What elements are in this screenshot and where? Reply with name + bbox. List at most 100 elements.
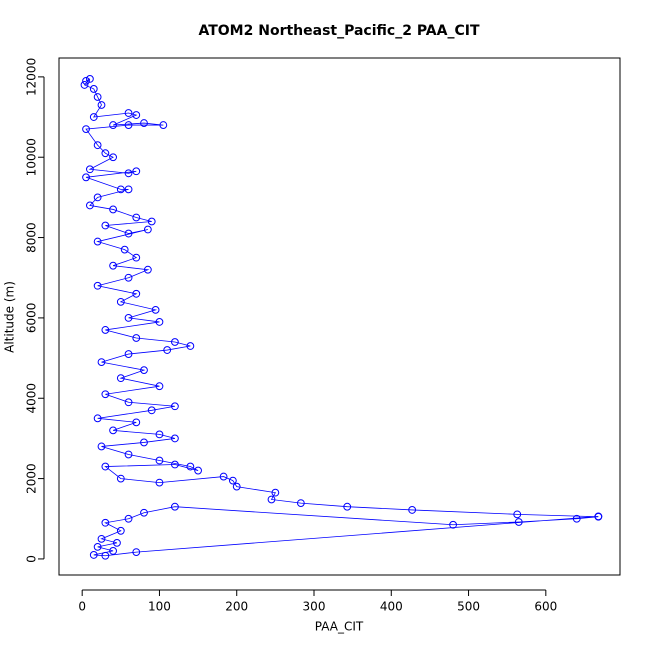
data-point: [124, 273, 133, 282]
data-point: [116, 474, 125, 483]
x-tick-label: 100: [148, 600, 171, 614]
data-point: [267, 495, 276, 504]
data-point: [109, 261, 117, 270]
data-point: [124, 121, 133, 129]
data-point: [109, 546, 117, 555]
y-tick-label: 0: [25, 555, 39, 563]
data-point: [343, 502, 352, 511]
data-point: [232, 482, 241, 491]
data-point: [155, 382, 164, 391]
data-point: [116, 297, 125, 306]
data-point: [97, 534, 106, 543]
data-point: [101, 326, 110, 334]
data-point: [109, 121, 117, 129]
y-tick-label: 4000: [25, 383, 39, 414]
data-point: [140, 508, 148, 517]
data-line: [83, 78, 599, 557]
data-point: [140, 366, 148, 375]
data-point: [116, 374, 125, 383]
data-point: [151, 305, 160, 314]
data-point: [171, 502, 179, 511]
data-point: [80, 81, 89, 89]
data-point: [101, 390, 110, 399]
data-point: [97, 358, 106, 366]
data-point: [594, 512, 603, 521]
data-point: [124, 185, 133, 194]
data-point: [101, 551, 110, 560]
data-point: [143, 225, 152, 234]
x-tick-label: 0: [78, 600, 86, 614]
data-point: [93, 93, 102, 101]
data-point: [93, 542, 102, 551]
x-tick-label: 300: [303, 600, 326, 614]
data-point: [116, 526, 125, 535]
data-point: [147, 217, 156, 226]
x-tick-label: 200: [225, 600, 248, 614]
data-point: [143, 265, 152, 274]
y-tick-label: 8000: [25, 222, 39, 253]
data-point: [163, 346, 172, 354]
data-point: [86, 201, 94, 210]
data-point: [155, 478, 164, 487]
data-point: [93, 237, 102, 246]
data-point: [171, 402, 179, 411]
data-point: [97, 101, 106, 109]
data-point: [449, 520, 457, 529]
data-point: [155, 456, 164, 465]
data-point: [228, 476, 237, 485]
data-point: [89, 113, 98, 121]
data-point: [109, 205, 117, 214]
data-point: [132, 289, 141, 298]
data-point: [82, 125, 90, 134]
data-point: [132, 111, 141, 119]
data-point: [132, 418, 141, 427]
data-point: [132, 213, 141, 222]
x-tick-label: 600: [534, 600, 557, 614]
data-point: [186, 462, 195, 471]
data-point: [93, 414, 102, 423]
data-point: [513, 510, 522, 519]
data-point: [514, 518, 523, 526]
data-point: [124, 514, 133, 523]
data-point: [572, 514, 581, 523]
y-tick-label: 2000: [25, 463, 39, 494]
data-point: [101, 518, 110, 527]
data-point: [171, 338, 179, 346]
data-point: [271, 488, 280, 497]
data-point: [155, 318, 164, 326]
data-point: [194, 466, 202, 475]
data-point: [120, 245, 129, 254]
data-point: [140, 119, 148, 127]
data-point: [89, 85, 98, 93]
data-point: [296, 499, 305, 507]
data-point: [82, 173, 90, 182]
data-point: [408, 506, 417, 514]
data-point: [155, 430, 164, 439]
data-point: [89, 551, 98, 559]
data-point: [186, 342, 195, 350]
data-point: [140, 438, 148, 447]
x-axis-title: PAA_CIT: [315, 620, 364, 634]
y-tick-label: 10000: [25, 138, 39, 176]
data-point: [93, 141, 102, 150]
data-point: [124, 398, 133, 407]
data-point: [101, 221, 110, 230]
data-point: [116, 185, 125, 194]
data-point: [109, 426, 117, 435]
data-point: [97, 442, 106, 451]
chart-title: ATOM2 Northeast_Pacific_2 PAA_CIT: [198, 23, 479, 39]
data-point: [124, 350, 133, 358]
data-point: [101, 462, 110, 471]
y-tick-label: 12000: [25, 58, 39, 96]
data-point: [124, 314, 133, 322]
y-axis-title: Altitude (m): [3, 281, 17, 353]
data-point: [219, 472, 228, 481]
data-point: [171, 434, 179, 443]
plot-frame: [58, 57, 621, 576]
data-point: [159, 121, 168, 129]
data-point: [82, 76, 90, 85]
data-point: [132, 548, 141, 557]
data-point: [171, 460, 179, 469]
